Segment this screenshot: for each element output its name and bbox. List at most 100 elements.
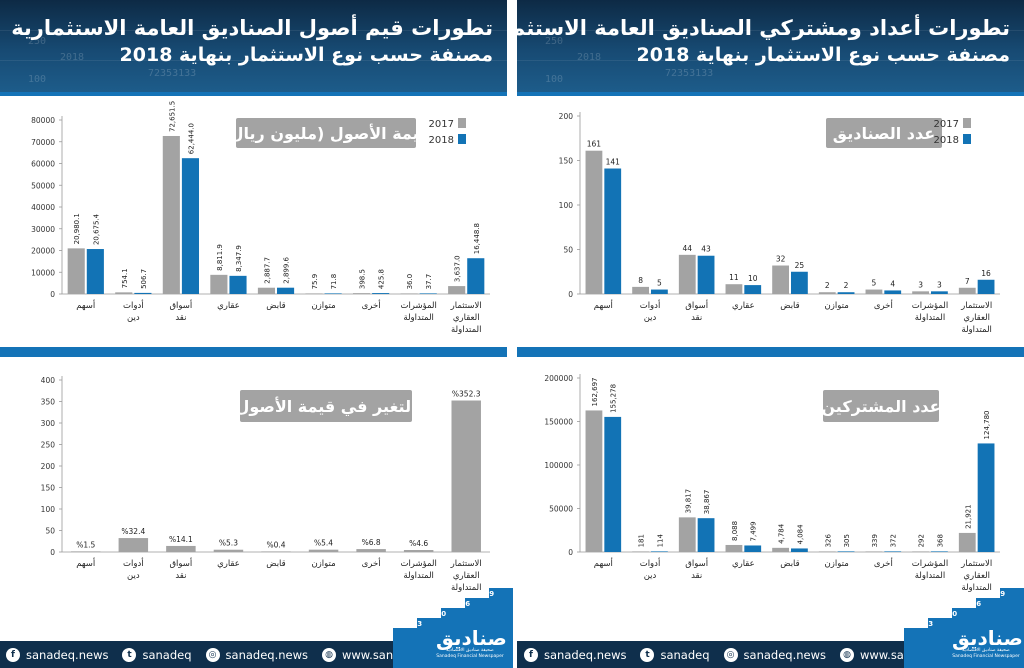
growth-stairs: +10.3 +12.0 +22.6 +41.9 +83.0 bbox=[393, 580, 516, 668]
legend-swatch bbox=[963, 118, 971, 128]
bar bbox=[865, 551, 883, 552]
data-label: 4 bbox=[890, 279, 895, 288]
category-label: الاستثمار bbox=[960, 301, 992, 311]
bar bbox=[772, 547, 789, 552]
y-tick-label: 0 bbox=[50, 290, 55, 299]
data-label: 8,088 bbox=[731, 521, 739, 541]
category-label: المؤشرات bbox=[400, 301, 436, 311]
category-label: المؤشرات bbox=[912, 301, 948, 311]
bar bbox=[467, 258, 485, 294]
category-label: عقاري bbox=[217, 559, 240, 569]
bar bbox=[744, 285, 762, 294]
y-tick-label: 50 bbox=[45, 527, 55, 536]
footer-link-text: sanadeq.news bbox=[544, 647, 627, 662]
right-header-title: تطورات أعداد ومشتركي الصناديق العامة الا… bbox=[517, 16, 1010, 40]
y-tick-label: 70000 bbox=[31, 138, 55, 147]
data-label: 339 bbox=[871, 534, 879, 547]
category-label: أدوات bbox=[123, 557, 144, 569]
y-tick-label: 150 bbox=[559, 157, 574, 166]
bar bbox=[678, 254, 696, 294]
instagram-icon: ◎ bbox=[205, 647, 220, 662]
data-label: 114 bbox=[656, 533, 664, 547]
sanadeq-logo: صناديق صحيفة صناديق الاقتصادية Sanadeq F… bbox=[952, 626, 1023, 660]
globe-icon: ◍ bbox=[840, 647, 854, 662]
data-label: 38,867 bbox=[703, 490, 711, 515]
sanadeq-logo: صناديق صحيفة صناديق الاقتصادية Sanadeq F… bbox=[436, 628, 507, 660]
footer-twitter-link[interactable]: t sanadeq bbox=[122, 647, 192, 662]
bar bbox=[697, 255, 715, 294]
bar bbox=[604, 168, 622, 294]
footer-facebook-link[interactable]: f sanadeq.news bbox=[6, 647, 108, 662]
bar bbox=[958, 287, 976, 294]
right-header: 250 2018 72353133 100 تطورات أعداد ومشتر… bbox=[517, 0, 1024, 92]
data-label: 2 bbox=[825, 281, 830, 290]
stair-label: +12.0 bbox=[934, 610, 958, 618]
bar bbox=[725, 284, 743, 294]
footer-facebook-link[interactable]: f sanadeq.news bbox=[524, 647, 627, 662]
header-deco-number: 2018 bbox=[60, 52, 85, 63]
category-label: أسواق bbox=[169, 299, 192, 311]
y-tick-label: 10000 bbox=[31, 268, 55, 277]
data-label: 4,084 bbox=[796, 524, 804, 545]
stair-label: +41.9 bbox=[982, 590, 1006, 598]
stair-label: +10.3 bbox=[399, 620, 423, 628]
twitter-icon: t bbox=[640, 647, 655, 662]
bar bbox=[725, 544, 743, 552]
bar bbox=[632, 286, 649, 294]
bar bbox=[257, 287, 275, 294]
footer-instagram-link[interactable]: ◎ sanadeq.news bbox=[723, 647, 826, 662]
bar bbox=[210, 274, 228, 294]
category-label: أخرى bbox=[362, 557, 381, 569]
y-tick-label: 50 bbox=[563, 246, 573, 255]
bar bbox=[324, 293, 342, 294]
y-tick-label: 0 bbox=[568, 548, 573, 557]
y-tick-label: 200000 bbox=[544, 374, 573, 383]
y-tick-label: 30000 bbox=[31, 225, 55, 234]
legend-swatch bbox=[458, 118, 466, 128]
footer-instagram-link[interactable]: ◎ sanadeq.news bbox=[205, 647, 308, 662]
data-label: 2,899.6 bbox=[283, 256, 291, 283]
data-label: 8,347.9 bbox=[235, 245, 243, 272]
header-deco-number: 72353133 bbox=[148, 68, 197, 79]
data-label: 5 bbox=[657, 279, 662, 288]
category-label: أسواق bbox=[169, 557, 192, 569]
stair-label: +22.6 bbox=[447, 600, 471, 608]
category-label: المتداولة bbox=[961, 325, 992, 335]
y-tick-label: 60000 bbox=[31, 160, 55, 169]
logo-tagline-ar: صحيفة صناديق الاقتصادية bbox=[446, 648, 494, 653]
chart-title-box bbox=[823, 390, 939, 422]
data-label: 7 bbox=[965, 277, 970, 286]
category-label: دين bbox=[127, 313, 140, 323]
category-label: نقد bbox=[691, 313, 702, 323]
data-label: 21,921 bbox=[964, 504, 972, 529]
data-label: 3 bbox=[918, 280, 923, 289]
chart-title: قيمة الأصول (مليون ريال) bbox=[222, 124, 429, 143]
data-label: 37.7 bbox=[425, 274, 433, 290]
bar bbox=[977, 279, 995, 294]
left-header-title: تطورات قيم أصول الصناديق العامة الاستثما… bbox=[11, 16, 493, 40]
bar bbox=[213, 549, 244, 552]
section-divider bbox=[517, 347, 1024, 357]
bar bbox=[912, 291, 929, 294]
stair-label: +12.0 bbox=[423, 610, 447, 618]
bar bbox=[884, 551, 902, 552]
stair-label: +10.3 bbox=[910, 620, 934, 628]
bar bbox=[912, 551, 929, 552]
data-label: 162,697 bbox=[591, 378, 599, 407]
y-tick-label: 0 bbox=[568, 290, 573, 299]
bar bbox=[744, 545, 762, 552]
bar bbox=[86, 249, 104, 294]
logo-arabic: صناديق bbox=[952, 626, 1023, 650]
footer-twitter-link[interactable]: t sanadeq bbox=[640, 647, 710, 662]
bar bbox=[651, 289, 668, 294]
legend-swatch bbox=[963, 134, 971, 144]
data-label: 72,651.5 bbox=[168, 101, 176, 132]
asset-value-chart: 0 10000 20000 30000 40000 50000 60000 70000 8000… bbox=[31, 101, 490, 335]
stair-label: +41.9 bbox=[471, 590, 495, 598]
bar bbox=[837, 292, 855, 294]
bar bbox=[305, 293, 323, 294]
logo-tagline-en: Sanadeq Financial Newspaper bbox=[952, 654, 1020, 659]
category-label: المتداولة bbox=[915, 313, 946, 323]
stair-step bbox=[1000, 588, 1024, 598]
